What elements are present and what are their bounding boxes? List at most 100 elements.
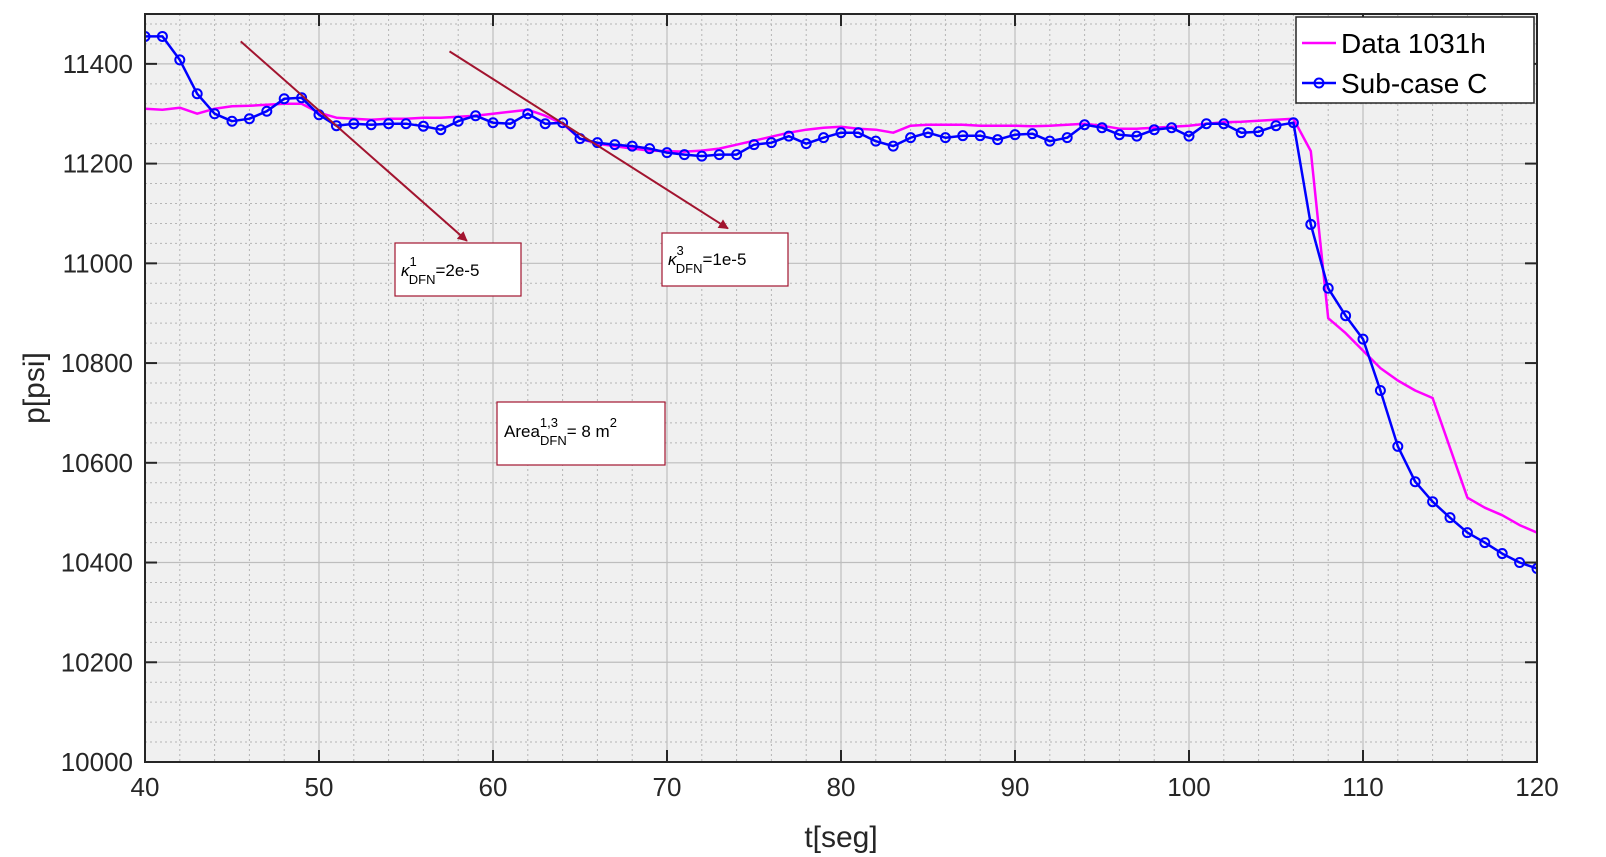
- series-point-1: [417, 120, 429, 132]
- series-point-1: [765, 137, 777, 149]
- x-tick-label: 40: [131, 772, 160, 802]
- series-point-1: [939, 132, 951, 144]
- legend-label-data: Data 1031h: [1341, 28, 1486, 59]
- annotation-text-area: Area1,3 DFN= 8 m2: [504, 415, 617, 448]
- y-tick-label: 10800: [61, 348, 133, 378]
- series-point-1: [156, 30, 168, 42]
- series-point-1: [887, 140, 899, 152]
- major-grid: [144, 14, 1538, 763]
- y-axis-label: p[psi]: [18, 352, 51, 424]
- series-point-1: [992, 134, 1004, 146]
- annotation-box-area: [496, 401, 666, 466]
- series-point-1: [400, 118, 412, 130]
- series-point-1: [1200, 118, 1212, 130]
- x-tick-label: 80: [827, 772, 856, 802]
- series-point-1: [835, 127, 847, 139]
- series-point-1: [1044, 135, 1056, 147]
- series-point-1: [1131, 130, 1143, 142]
- tick-labels: 40 50 60 70 80 90 100 110 120 10000 10200 10400 1060…: [61, 49, 1559, 802]
- series-point-1: [539, 118, 551, 130]
- y-tick-label: 10200: [61, 647, 133, 677]
- series-point-1: [609, 139, 621, 151]
- series-point-1: [1253, 126, 1265, 138]
- series-point-1: [870, 135, 882, 147]
- series-point-1: [1357, 333, 1369, 345]
- series-point-1: [1514, 557, 1526, 569]
- series-point-1: [452, 115, 464, 127]
- series-point-1: [278, 93, 290, 105]
- annotation-box-kappa1: [394, 242, 522, 297]
- series-point-1: [1479, 537, 1491, 549]
- series-point-1: [174, 54, 186, 66]
- series-point-1: [905, 132, 917, 144]
- series-point-1: [1096, 122, 1108, 134]
- series-point-1: [383, 118, 395, 130]
- series-point-1: [330, 120, 342, 132]
- series-point-1: [243, 113, 255, 125]
- annotation-text-kappa1: κ1 DFN=2e-5: [401, 254, 479, 287]
- series-point-1: [1531, 563, 1537, 575]
- series-point-1: [783, 130, 795, 142]
- series-layer: [145, 30, 1537, 575]
- series-point-1: [1322, 282, 1334, 294]
- x-tick-label: 120: [1515, 772, 1558, 802]
- series-point-1: [365, 119, 377, 131]
- series-point-1: [818, 132, 830, 144]
- series-point-1: [644, 143, 656, 155]
- x-tick-label: 100: [1167, 772, 1210, 802]
- series-point-1: [1183, 130, 1195, 142]
- series-point-1: [1009, 129, 1021, 141]
- series-point-1: [1113, 129, 1125, 141]
- series-point-1: [1218, 118, 1230, 130]
- x-tick-label: 60: [479, 772, 508, 802]
- series-point-1: [748, 139, 760, 151]
- series-point-1: [1461, 527, 1473, 539]
- series-point-1: [191, 88, 203, 100]
- series-point-1: [1061, 132, 1073, 144]
- x-tick-label: 90: [1001, 772, 1030, 802]
- series-point-1: [1270, 120, 1282, 132]
- y-tick-label: 11400: [63, 49, 133, 79]
- annotations: κ1 DFN=2e-5 κ3 DFN=1e-5 Area1,3 DFN= 8 m2: [240, 40, 789, 466]
- legend-marker-subcase: [1313, 77, 1325, 89]
- series-point-1: [1392, 440, 1404, 452]
- series-point-1: [626, 140, 638, 152]
- x-axis-label: t[seg]: [804, 821, 877, 854]
- series-point-1: [922, 127, 934, 139]
- y-tick-label: 10000: [61, 747, 133, 777]
- series-point-1: [522, 108, 534, 120]
- x-tick-label: 70: [653, 772, 682, 802]
- annotation-arrow-1: [240, 40, 468, 242]
- series-point-1: [209, 108, 221, 120]
- series-point-1: [470, 110, 482, 122]
- y-tick-label: 11000: [63, 248, 133, 278]
- series-point-1: [974, 130, 986, 142]
- series-point-1: [261, 105, 273, 117]
- y-tick-label: 11200: [63, 149, 133, 179]
- series-point-1: [1409, 476, 1421, 488]
- x-tick-label: 110: [1342, 772, 1383, 802]
- series-point-1: [557, 117, 569, 129]
- y-tick-label: 10400: [61, 548, 133, 578]
- series-point-1: [1305, 218, 1317, 230]
- series-point-1: [487, 117, 499, 129]
- series-point-1: [661, 147, 673, 159]
- series-point-1: [1148, 124, 1160, 136]
- series-point-1: [435, 124, 447, 136]
- legend: Data 1031h Sub-case C: [1295, 16, 1535, 104]
- series-point-1: [1444, 512, 1456, 524]
- series-point-1: [348, 118, 360, 130]
- series-point-1: [713, 149, 725, 161]
- series-point-1: [800, 138, 812, 150]
- x-tick-label: 50: [305, 772, 334, 802]
- series-point-1: [957, 130, 969, 142]
- series-point-1: [1340, 310, 1352, 322]
- series-point-1: [852, 127, 864, 139]
- legend-label-subcase: Sub-case C: [1341, 68, 1487, 99]
- series-point-1: [731, 149, 743, 161]
- series-point-1: [1374, 384, 1386, 396]
- series-point-1: [678, 149, 690, 161]
- series-line-0: [145, 102, 1537, 534]
- series-point-1: [226, 115, 238, 127]
